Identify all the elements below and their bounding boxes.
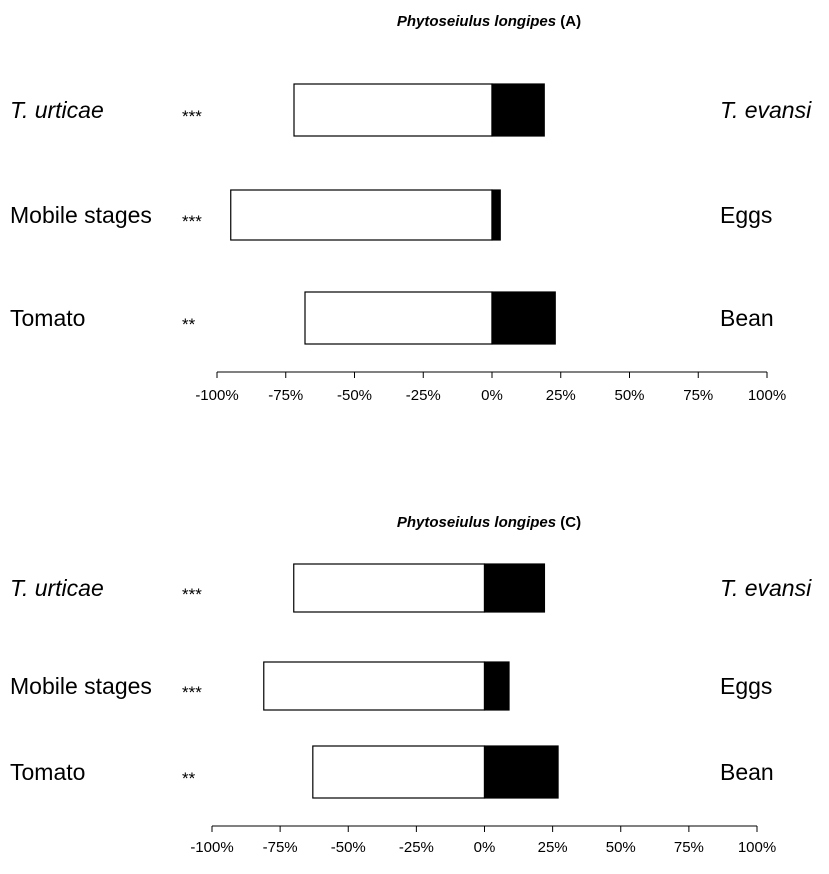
bar-positive [491, 83, 545, 137]
row-right-label: Eggs [720, 202, 772, 228]
x-tick-label: -50% [331, 839, 366, 856]
bar-positive [483, 563, 546, 613]
row-right-label: T. evansi [720, 97, 812, 123]
chart-title-species: Phytoseiulus longipes [397, 13, 556, 30]
significance-marker: *** [182, 212, 202, 231]
significance-marker: *** [182, 683, 202, 702]
x-tick-label: 100% [748, 387, 786, 404]
bar-positive [491, 189, 501, 241]
bar-negative [230, 189, 493, 241]
chart-title-species: Phytoseiulus longipes [397, 514, 556, 531]
x-tick-label: 0% [481, 387, 503, 404]
row-left-label: Mobile stages [10, 202, 152, 228]
x-tick-label: -75% [268, 387, 303, 404]
significance-marker: ** [182, 315, 196, 334]
chart-title: Phytoseiulus longipes (A) [397, 13, 581, 30]
chart-title: Phytoseiulus longipes (C) [397, 514, 581, 531]
x-tick-label: -100% [190, 839, 233, 856]
row-right-label: Bean [720, 759, 774, 785]
row-right-label: Eggs [720, 673, 772, 699]
row-left-label: T. urticae [10, 97, 104, 123]
x-tick-label: -50% [337, 387, 372, 404]
row-left-label: Tomato [10, 305, 85, 331]
bar-positive [483, 661, 510, 711]
row-left-label: T. urticae [10, 575, 104, 601]
bar-negative [293, 563, 486, 613]
x-tick-label: 25% [546, 387, 576, 404]
x-tick-label: -25% [399, 839, 434, 856]
chart-title-suffix: (C) [556, 514, 581, 531]
x-tick-label: -100% [195, 387, 238, 404]
bar-negative [263, 661, 486, 711]
bar-negative [304, 291, 493, 345]
row-left-label: Tomato [10, 759, 85, 785]
x-tick-label: 0% [474, 839, 496, 856]
bar-negative [293, 83, 493, 137]
row-right-label: Bean [720, 305, 774, 331]
row-right-label: T. evansi [720, 575, 812, 601]
x-tick-label: 75% [683, 387, 713, 404]
x-tick-label: 75% [674, 839, 704, 856]
bar-positive [483, 745, 559, 799]
chart-panel-c: Phytoseiulus longipes (C) T. urticae *** T.… [10, 514, 812, 856]
bar-negative [312, 745, 486, 799]
x-tick-label: 50% [614, 387, 644, 404]
chart-panel-a: Phytoseiulus longipes (A) T. urticae *** T.… [10, 13, 812, 404]
significance-marker: *** [182, 585, 202, 604]
significance-marker: ** [182, 769, 196, 788]
x-tick-label: 25% [538, 839, 568, 856]
row-left-label: Mobile stages [10, 673, 152, 699]
x-tick-label: -25% [406, 387, 441, 404]
x-tick-label: 100% [738, 839, 776, 856]
x-tick-label: -75% [263, 839, 298, 856]
bar-positive [491, 291, 556, 345]
significance-marker: *** [182, 107, 202, 126]
x-tick-label: 50% [606, 839, 636, 856]
chart-title-suffix: (A) [556, 13, 581, 30]
